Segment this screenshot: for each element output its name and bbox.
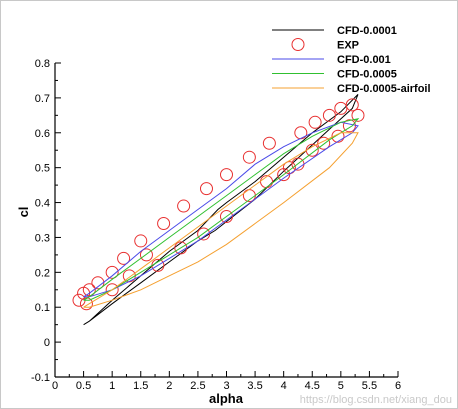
exp-marker xyxy=(79,297,93,311)
exp-marker xyxy=(262,136,276,150)
exp-marker xyxy=(197,227,211,241)
y-tick-label: 0.8 xyxy=(35,58,50,70)
legend-label-3: CFD-0.0005 xyxy=(337,69,397,81)
exp-marker xyxy=(105,265,119,279)
legend-label-2: CFD-0.001 xyxy=(337,54,391,66)
exp-marker xyxy=(82,283,96,297)
y-tick-label: -0.1 xyxy=(31,372,50,384)
exp-marker xyxy=(317,136,331,150)
exp-marker xyxy=(322,108,336,122)
exp-marker xyxy=(199,182,213,196)
y-tick-label: 0.3 xyxy=(35,232,50,244)
series-line-4 xyxy=(83,132,359,308)
x-tick-label: 3 xyxy=(223,380,229,392)
x-tick-label: 4 xyxy=(281,380,287,392)
y-tick-label: 0 xyxy=(44,337,50,349)
x-tick-label: 4.5 xyxy=(305,380,320,392)
x-axis-label: alpha xyxy=(209,391,244,406)
legend-label-1: EXP xyxy=(337,40,359,52)
legend-swatch-1 xyxy=(291,38,305,51)
x-tick-label: 6 xyxy=(395,380,401,392)
series-line-0 xyxy=(83,94,359,326)
x-tick-label: 3.5 xyxy=(247,380,262,392)
y-axis-label: cl xyxy=(16,207,31,218)
watermark: https://blog.csdn.net/xiang_dou xyxy=(300,394,452,406)
exp-marker xyxy=(308,115,322,129)
x-tick-label: 2 xyxy=(166,380,172,392)
x-tick-label: 5 xyxy=(338,380,344,392)
exp-marker xyxy=(260,175,274,189)
exp-marker xyxy=(91,276,105,290)
exp-marker xyxy=(331,129,345,143)
exp-marker xyxy=(334,101,348,115)
y-tick-label: 0.6 xyxy=(35,128,50,140)
x-tick-label: 2.5 xyxy=(190,380,205,392)
exp-marker xyxy=(72,293,86,307)
exp-marker xyxy=(220,168,233,182)
exp-marker xyxy=(157,216,171,230)
x-tick-label: 0.5 xyxy=(76,380,91,392)
exp-marker xyxy=(242,150,256,164)
axes-layer: 0 0.5 1 1.5 2 2.5 3 3.5 4 4.5 5 5.5 6-0.100.10.20.30… xyxy=(31,58,401,392)
y-tick-label: 0.1 xyxy=(35,302,50,314)
exp-marker xyxy=(220,210,233,224)
x-tick-label: 0 xyxy=(52,380,58,392)
exp-marker xyxy=(351,108,365,122)
legend-label-4: CFD-0.0005-airfoil xyxy=(337,83,431,95)
series-line-2 xyxy=(83,121,359,298)
y-tick-label: 0.7 xyxy=(35,93,50,105)
exp-marker xyxy=(177,199,191,213)
y-tick-label: 0.2 xyxy=(35,267,50,279)
y-tick-label: 0.5 xyxy=(35,163,50,175)
series-layer xyxy=(72,94,365,326)
exp-marker xyxy=(294,126,308,140)
x-tick-label: 5.5 xyxy=(362,380,377,392)
exp-marker xyxy=(345,98,359,112)
exp-marker xyxy=(105,283,119,297)
exp-marker xyxy=(134,234,148,248)
x-tick-label: 1 xyxy=(109,380,115,392)
exp-marker xyxy=(139,248,153,262)
legend: CFD-0.0001 EXP CFD-0.001 CFD-0.0005 CFD-0.00… xyxy=(272,25,431,95)
legend-label-0: CFD-0.0001 xyxy=(337,25,397,37)
exp-marker xyxy=(342,119,356,133)
y-tick-label: 0.4 xyxy=(35,198,50,210)
x-tick-label: 1.5 xyxy=(133,380,148,392)
series-line-3 xyxy=(83,118,360,301)
exp-marker xyxy=(117,251,131,265)
